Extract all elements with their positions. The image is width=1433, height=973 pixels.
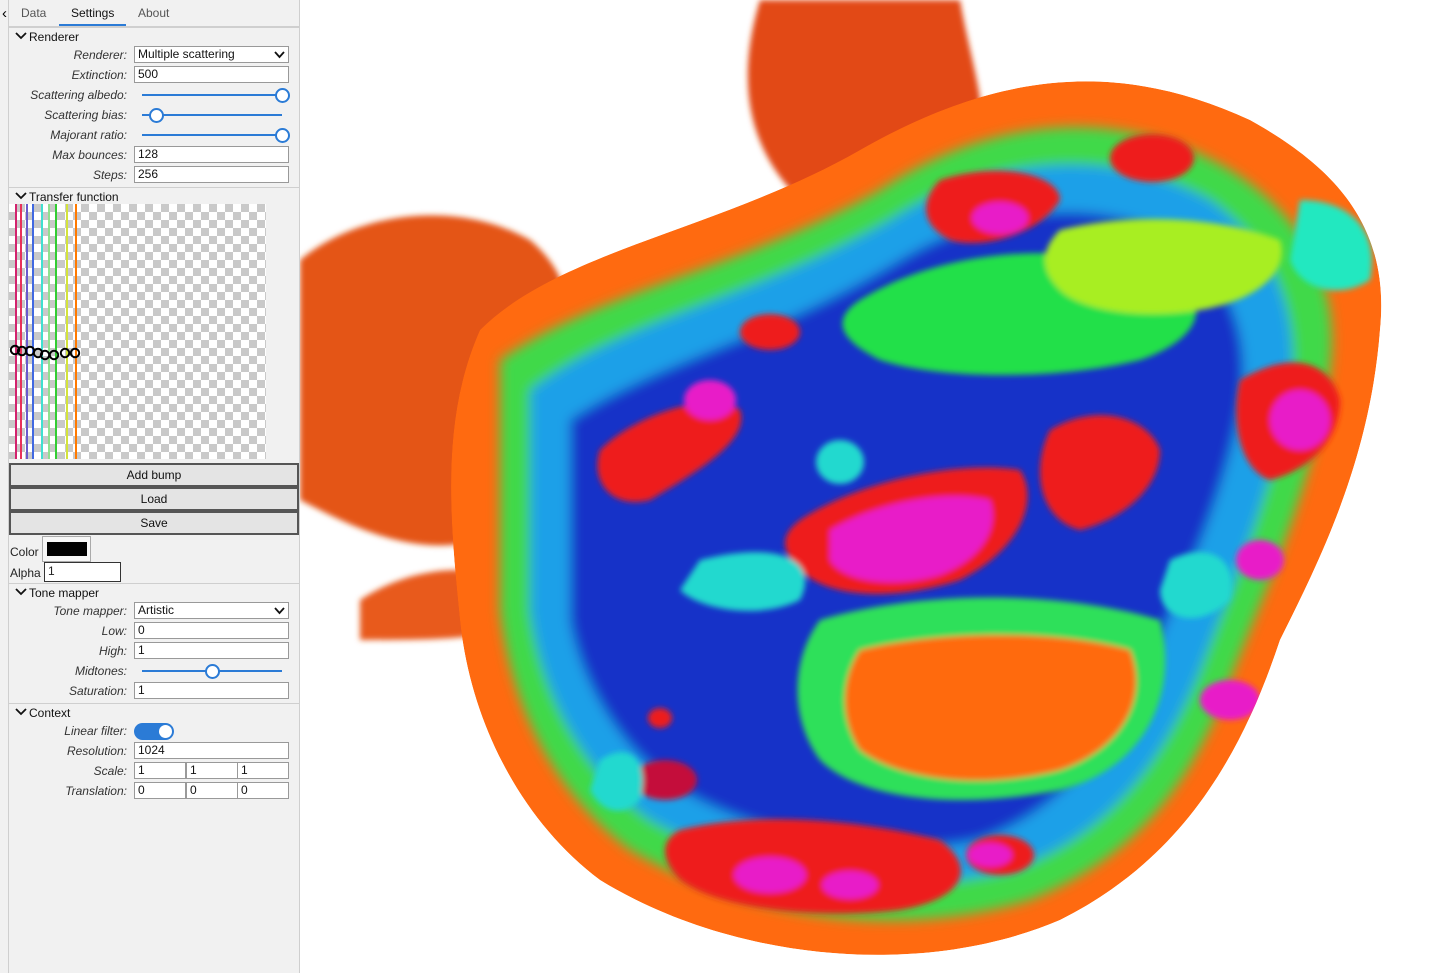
steps-row: Steps: 256: [9, 165, 299, 185]
bias-label: Scattering bias:: [44, 108, 127, 122]
majorant-slider[interactable]: [142, 125, 290, 145]
transfer-function-canvas[interactable]: [9, 204, 266, 459]
tone-mapper-label: Tone mapper:: [53, 604, 127, 618]
midtones-row: Midtones:: [9, 661, 299, 681]
slider-track: [142, 114, 282, 116]
scale-z-input[interactable]: 1: [237, 762, 289, 779]
context-section-title: Context: [29, 706, 71, 720]
add-bump-button[interactable]: Add bump: [9, 463, 299, 487]
majorant-label: Majorant ratio:: [50, 128, 127, 142]
bounces-label: Max bounces:: [52, 148, 127, 162]
bounces-row: Max bounces: 128: [9, 145, 299, 165]
extinction-input[interactable]: 500: [134, 66, 289, 83]
render-viewport[interactable]: [300, 0, 1433, 973]
slider-thumb[interactable]: [149, 108, 164, 123]
translation-x-input[interactable]: 0: [134, 782, 186, 799]
tone-mapper-row: Tone mapper: Artistic: [9, 601, 299, 621]
albedo-row: Scattering albedo:: [9, 85, 299, 105]
translation-label: Translation:: [65, 784, 127, 798]
translation-z-input[interactable]: 0: [237, 782, 289, 799]
scale-y-input[interactable]: 1: [186, 762, 238, 779]
context-section-header[interactable]: Context: [9, 703, 299, 721]
renderer-select[interactable]: Multiple scattering: [134, 46, 289, 63]
low-row: Low: 0: [9, 621, 299, 641]
chevron-left-icon[interactable]: ‹: [2, 5, 7, 22]
tone-mapper-select-value: Artistic: [138, 603, 174, 617]
resolution-input[interactable]: 1024: [134, 742, 289, 759]
saturation-input[interactable]: 1: [134, 682, 289, 699]
chevron-down-icon: [15, 588, 27, 596]
renderer-label: Renderer:: [73, 48, 127, 62]
bump-handle[interactable]: [59, 347, 71, 359]
tab-data[interactable]: Data: [21, 6, 47, 20]
translation-y-input[interactable]: 0: [186, 782, 238, 799]
transfer-section-title: Transfer function: [29, 190, 119, 204]
chevron-down-icon: [15, 192, 27, 200]
color-label: Color: [10, 545, 39, 559]
volume-render-image: [300, 0, 1382, 955]
renderer-row: Renderer: Multiple scattering: [9, 45, 299, 65]
renderer-select-value: Multiple scattering: [138, 47, 235, 61]
high-label: High:: [98, 644, 127, 658]
dropdown-arrow-icon: [274, 51, 285, 59]
low-input[interactable]: 0: [134, 622, 289, 639]
linear-filter-label: Linear filter:: [64, 724, 127, 738]
tone-mapper-section-title: Tone mapper: [29, 586, 100, 600]
color-swatch: [47, 542, 87, 556]
translation-row: Translation: 0 0 0: [9, 781, 299, 801]
bump-handle[interactable]: [48, 349, 60, 361]
tone-mapper-section-header[interactable]: Tone mapper: [9, 583, 299, 601]
renderer-section-header[interactable]: Renderer: [9, 27, 299, 45]
chevron-down-icon: [15, 32, 27, 40]
settings-panel: Data Settings About Renderer Renderer: M…: [9, 0, 300, 973]
albedo-slider[interactable]: [142, 85, 290, 105]
midtones-label: Midtones:: [74, 664, 127, 678]
extinction-row: Extinction: 500: [9, 65, 299, 85]
slider-thumb[interactable]: [275, 88, 290, 103]
linear-filter-row: Linear filter:: [9, 721, 299, 741]
resolution-row: Resolution: 1024: [9, 741, 299, 761]
alpha-label: Alpha: [10, 566, 41, 580]
dropdown-arrow-icon: [274, 607, 285, 615]
chevron-down-icon: [15, 708, 27, 716]
scale-row: Scale: 1 1 1: [9, 761, 299, 781]
tone-mapper-select[interactable]: Artistic: [134, 602, 289, 619]
toggle-knob: [159, 725, 172, 738]
slider-thumb[interactable]: [205, 664, 220, 679]
load-button[interactable]: Load: [9, 487, 299, 511]
high-row: High: 1: [9, 641, 299, 661]
saturation-label: Saturation:: [68, 684, 127, 698]
tab-about[interactable]: About: [138, 6, 170, 20]
transfer-section-header[interactable]: Transfer function: [9, 187, 299, 205]
majorant-row: Majorant ratio:: [9, 125, 299, 145]
extinction-label: Extinction:: [71, 68, 127, 82]
low-label: Low:: [101, 624, 127, 638]
bias-slider[interactable]: [142, 105, 282, 125]
bump-handle[interactable]: [69, 347, 81, 359]
color-picker[interactable]: [42, 536, 91, 562]
tab-bar: Data Settings About: [9, 0, 299, 27]
panel-collapse-strip: ‹: [0, 0, 9, 973]
steps-label: Steps:: [92, 168, 127, 182]
slider-track: [142, 134, 282, 136]
bump-handle[interactable]: [9, 344, 21, 356]
steps-input[interactable]: 256: [134, 166, 289, 183]
save-button[interactable]: Save: [9, 511, 299, 535]
bias-row: Scattering bias:: [9, 105, 299, 125]
slider-thumb[interactable]: [275, 128, 290, 143]
high-input[interactable]: 1: [134, 642, 289, 659]
alpha-input[interactable]: 1: [44, 562, 121, 582]
scale-label: Scale:: [93, 764, 127, 778]
scale-x-input[interactable]: 1: [134, 762, 186, 779]
albedo-label: Scattering albedo:: [30, 88, 127, 102]
renderer-section-title: Renderer: [29, 30, 80, 44]
slider-track: [142, 94, 282, 96]
linear-filter-toggle[interactable]: [134, 723, 174, 740]
transfer-function-editor[interactable]: [9, 204, 266, 459]
saturation-row: Saturation: 1: [9, 681, 299, 701]
tab-settings[interactable]: Settings: [59, 0, 127, 26]
resolution-label: Resolution:: [66, 744, 127, 758]
bounces-input[interactable]: 128: [134, 146, 289, 163]
midtones-slider[interactable]: [142, 661, 282, 681]
